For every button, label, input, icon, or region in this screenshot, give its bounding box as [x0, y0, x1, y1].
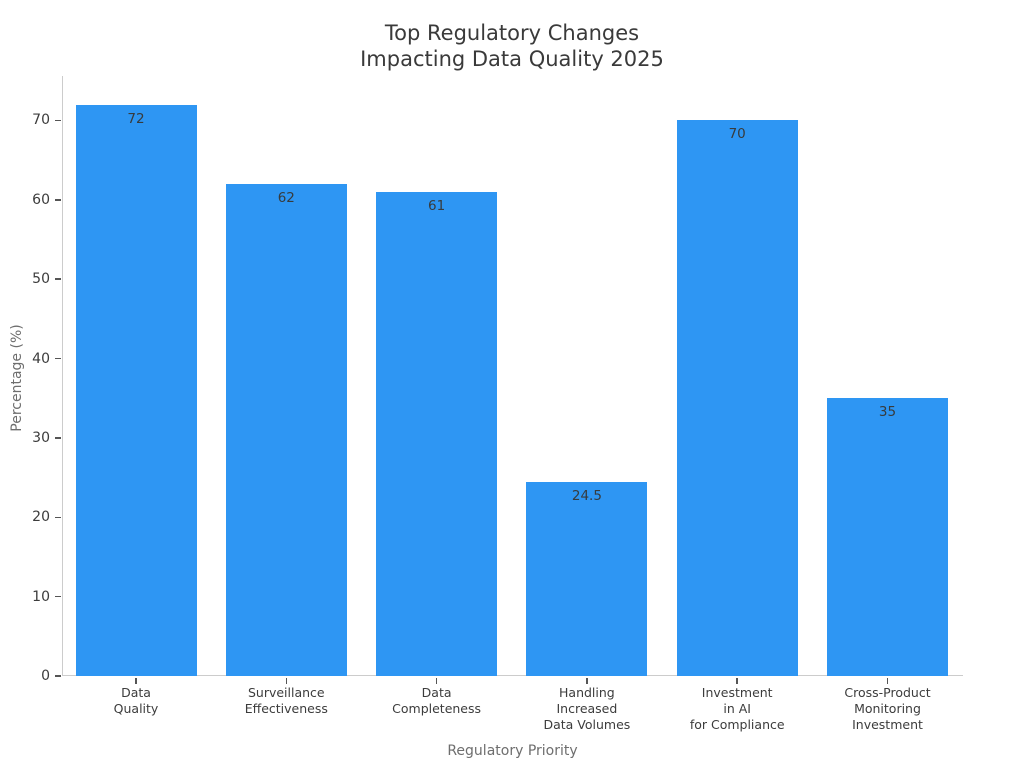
x-axis-tick-label: Data Completeness: [392, 685, 482, 716]
y-axis-tick-mark: [55, 675, 61, 677]
y-axis-tick-mark: [55, 199, 61, 201]
y-axis-tick-label: 40: [32, 350, 50, 367]
bar: 70: [676, 120, 798, 676]
bar-value-label: 24.5: [571, 487, 602, 504]
y-axis-tick-label: 10: [32, 588, 50, 605]
y-axis-tick-label: 0: [41, 668, 50, 684]
y-axis-tick-label: 70: [32, 112, 50, 129]
y-axis-tick-label: 20: [32, 509, 50, 526]
x-axis-tick-mark: [736, 677, 738, 684]
y-axis-tick-mark: [55, 516, 61, 519]
y-axis-label: Percentage (%): [9, 324, 25, 432]
x-axis-tick-mark: [435, 677, 438, 684]
bar: 62: [225, 183, 347, 676]
y-axis-tick-mark: [55, 595, 61, 598]
x-axis-tick-label: Investment in AI for Compliance: [689, 685, 785, 732]
x-axis-tick-mark: [135, 677, 137, 684]
y-axis-tick-mark: [55, 278, 61, 280]
bar-value-label: 62: [277, 189, 295, 206]
bar: 72: [75, 104, 197, 676]
y-axis-tick-label: 30: [32, 429, 50, 446]
bar: 61: [376, 191, 498, 676]
y-axis-tick-label: 50: [32, 271, 50, 288]
x-axis-tick-mark: [285, 677, 288, 684]
x-axis-tick-mark: [886, 677, 889, 684]
bar: 24.5: [526, 481, 648, 676]
y-axis-tick-mark: [55, 437, 61, 439]
bar-value-label: 61: [428, 197, 446, 214]
chart-title: Top Regulatory Changes Impacting Data Qu…: [360, 21, 664, 71]
x-axis-tick-label: Handling Increased Data Volumes: [543, 685, 631, 732]
x-axis-tick-label: Data Quality: [113, 685, 159, 716]
y-axis-tick-label: 60: [32, 191, 50, 208]
bar-value-label: 72: [127, 110, 145, 127]
y-axis-tick-mark: [55, 119, 61, 122]
x-axis-tick-mark: [586, 677, 588, 684]
x-axis-tick-label: Surveillance Effectiveness: [244, 685, 328, 716]
x-axis-label: Regulatory Priority: [447, 743, 578, 759]
bar-value-label: 70: [728, 126, 746, 143]
y-axis-tick-mark: [55, 357, 61, 360]
bar-value-label: 35: [878, 404, 897, 421]
plot-area: [62, 76, 963, 676]
x-axis-tick-label: Cross-Product Monitoring Investment: [844, 685, 931, 732]
bar: 35: [827, 398, 948, 676]
